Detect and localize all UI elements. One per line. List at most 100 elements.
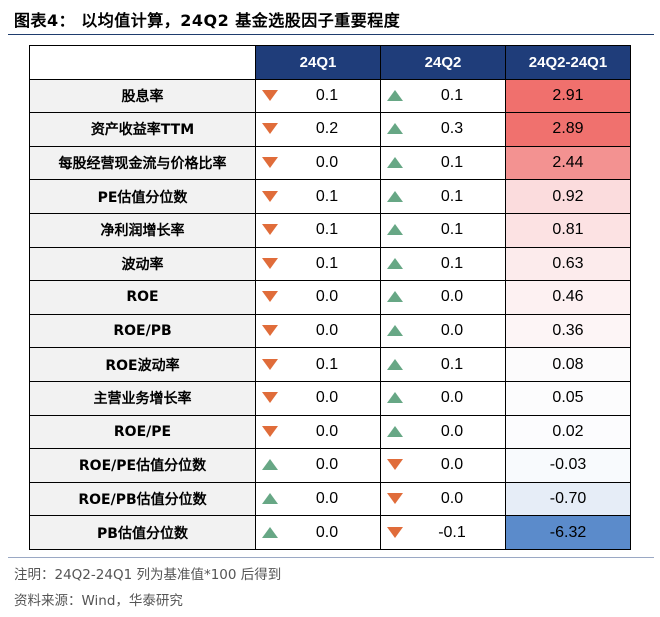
table-row: ROE/PB 0.0 0.0 0.36	[29, 313, 631, 349]
title-divider	[8, 34, 654, 35]
q1-value: 0.2	[315, 120, 339, 138]
q2-value: 0.1	[440, 154, 464, 172]
q1-value: 0.0	[315, 288, 339, 306]
table-row: 波动率 0.1 0.1 0.63	[29, 246, 631, 282]
up-triangle-icon	[387, 157, 403, 169]
table-row: 主营业务增长率 0.0 0.0 0.05	[29, 380, 631, 416]
q2-cell: 0.0	[380, 280, 506, 315]
diff-value: 0.46	[505, 280, 631, 315]
q1-value: 0.1	[315, 254, 339, 272]
footer-divider	[8, 557, 654, 558]
diff-value: 0.08	[505, 347, 631, 382]
table-body: 股息率 0.1 0.1 2.91 资产收益率TTM 0.2 0.3 2.89 每股经营现金流与价…	[29, 78, 631, 550]
up-triangle-icon	[387, 425, 403, 437]
diff-value: 2.44	[505, 145, 631, 181]
q1-value: 0.0	[315, 490, 339, 508]
factor-name: 波动率	[29, 246, 256, 282]
q1-cell: 0.0	[255, 515, 381, 550]
table-row: ROE波动率 0.1 0.1 0.08	[29, 347, 631, 382]
q1-value: 0.1	[315, 355, 339, 373]
q1-value: 0.0	[315, 523, 339, 541]
up-triangle-icon	[387, 358, 403, 370]
q2-cell: 0.1	[380, 347, 506, 382]
q2-value: 0.1	[440, 221, 464, 239]
q2-cell: 0.0	[380, 448, 506, 483]
q1-value: 0.0	[315, 422, 339, 440]
table-row: PE估值分位数 0.1 0.1 0.92	[29, 179, 631, 214]
factor-table: 24Q1 24Q2 24Q2-24Q1 股息率 0.1 0.1 2.91 资产收益率TT…	[29, 45, 631, 550]
diff-value: 0.81	[505, 212, 631, 248]
q2-value: 0.0	[440, 288, 464, 306]
header-24q1: 24Q1	[255, 45, 381, 80]
factor-name: ROE/PE估值分位数	[29, 448, 256, 483]
q2-cell: 0.1	[380, 179, 506, 214]
q2-value: 0.1	[440, 254, 464, 272]
q1-cell: 0.0	[255, 145, 381, 181]
q1-cell: 0.0	[255, 414, 381, 450]
q2-cell: 0.0	[380, 481, 506, 517]
q2-value: 0.1	[440, 86, 464, 104]
table-row: ROE/PE估值分位数 0.0 0.0 -0.03	[29, 448, 631, 483]
factor-name: ROE/PB	[29, 313, 256, 349]
up-triangle-icon	[262, 526, 278, 538]
diff-value: 2.89	[505, 112, 631, 147]
diff-value: 0.05	[505, 380, 631, 416]
figure-title: 图表4： 以均值计算，24Q2 基金选股因子重要程度	[14, 11, 401, 30]
factor-name: ROE/PE	[29, 414, 256, 450]
q2-value: 0.1	[440, 355, 464, 373]
down-triangle-icon	[262, 224, 278, 236]
up-triangle-icon	[387, 224, 403, 236]
factor-name: ROE/PB估值分位数	[29, 481, 256, 517]
down-triangle-icon	[262, 392, 278, 404]
q1-cell: 0.0	[255, 380, 381, 416]
up-triangle-icon	[387, 89, 403, 101]
table-row: 股息率 0.1 0.1 2.91	[29, 78, 631, 114]
up-triangle-icon	[387, 325, 403, 337]
factor-name: 资产收益率TTM	[29, 112, 256, 147]
q1-value: 0.0	[315, 322, 339, 340]
q2-value: 0.0	[440, 422, 464, 440]
down-triangle-icon	[387, 526, 403, 538]
factor-name: 主营业务增长率	[29, 380, 256, 416]
q2-cell: 0.0	[380, 414, 506, 450]
q2-value: 0.0	[440, 456, 464, 474]
q2-value: 0.1	[440, 187, 464, 205]
q2-cell: 0.1	[380, 246, 506, 282]
q1-value: 0.1	[315, 187, 339, 205]
diff-value: -0.70	[505, 481, 631, 517]
up-triangle-icon	[387, 257, 403, 269]
q1-cell: 0.0	[255, 448, 381, 483]
q2-value: 0.0	[440, 322, 464, 340]
factor-name: 股息率	[29, 78, 256, 114]
q2-cell: 0.0	[380, 313, 506, 349]
down-triangle-icon	[262, 89, 278, 101]
factor-name: 每股经营现金流与价格比率	[29, 145, 256, 181]
data-source: 资料来源：Wind，华泰研究	[14, 593, 183, 609]
down-triangle-icon	[387, 459, 403, 471]
q2-cell: 0.1	[380, 145, 506, 181]
factor-name: ROE	[29, 280, 256, 315]
q2-cell: -0.1	[380, 515, 506, 550]
diff-value: -0.03	[505, 448, 631, 483]
table-row: ROE 0.0 0.0 0.46	[29, 280, 631, 315]
down-triangle-icon	[262, 157, 278, 169]
table-row: ROE/PB估值分位数 0.0 0.0 -0.70	[29, 481, 631, 517]
q1-value: 0.1	[315, 221, 339, 239]
down-triangle-icon	[262, 257, 278, 269]
q1-value: 0.1	[315, 86, 339, 104]
table-row: PB估值分位数 0.0 -0.1 -6.32	[29, 515, 631, 550]
table-row: 净利润增长率 0.1 0.1 0.81	[29, 212, 631, 248]
q2-cell: 0.1	[380, 78, 506, 114]
q2-value: 0.0	[440, 490, 464, 508]
q1-value: 0.0	[315, 154, 339, 172]
q2-cell: 0.0	[380, 380, 506, 416]
q1-value: 0.0	[315, 389, 339, 407]
q2-value: 0.0	[440, 389, 464, 407]
up-triangle-icon	[387, 123, 403, 135]
header-24q2: 24Q2	[380, 45, 506, 80]
diff-value: 0.63	[505, 246, 631, 282]
q2-cell: 0.3	[380, 112, 506, 147]
q1-cell: 0.0	[255, 280, 381, 315]
table-header-row: 24Q1 24Q2 24Q2-24Q1	[29, 45, 631, 80]
down-triangle-icon	[262, 291, 278, 303]
